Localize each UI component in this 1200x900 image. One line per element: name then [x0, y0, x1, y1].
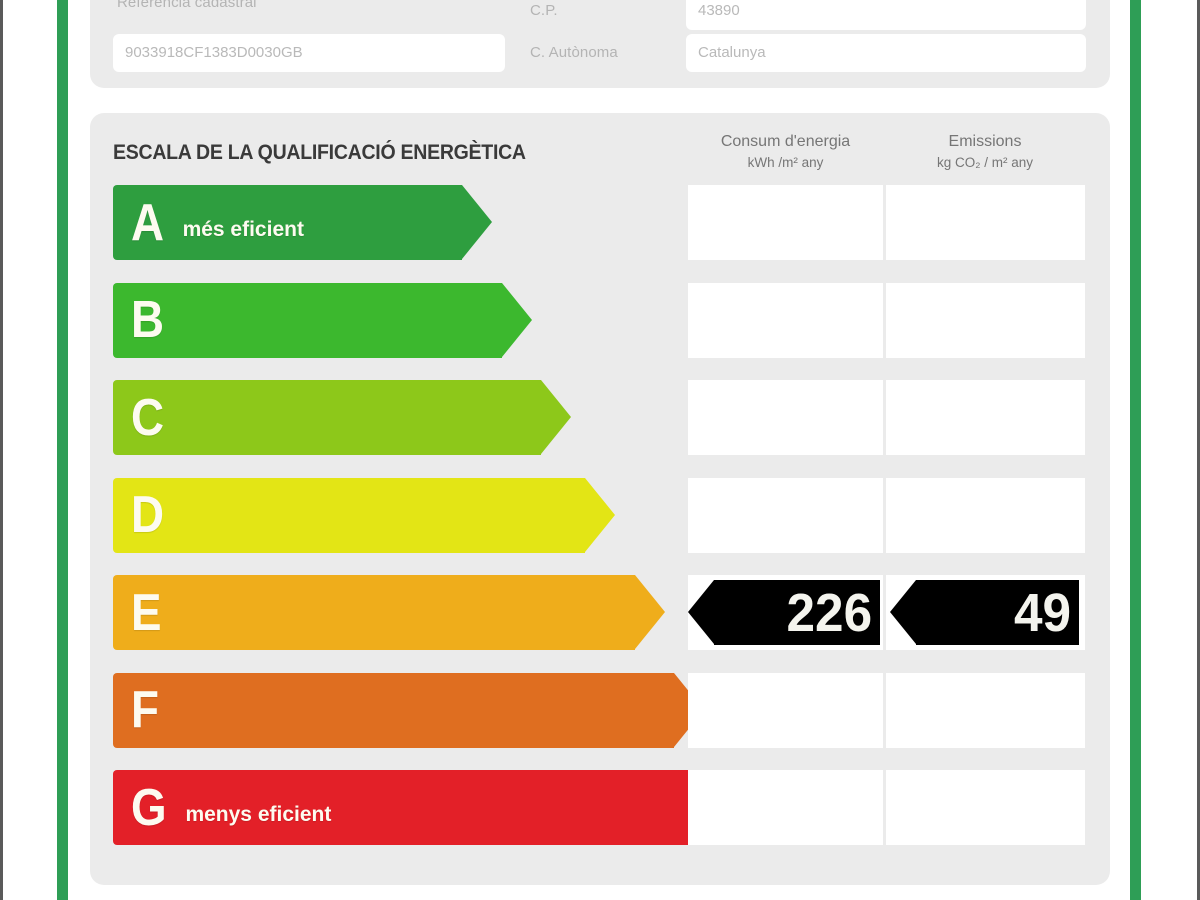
consum-cell — [688, 380, 883, 455]
column-header-emissions-title: Emissions — [948, 133, 1022, 150]
energy-band-letter: C — [131, 388, 165, 447]
column-header-emissions-units: kg CO₂ / m² any — [936, 155, 1033, 171]
column-header-consum-units: kWh /m² any — [747, 155, 824, 171]
column-header-consum: Consum d'energia kWh /m² any — [688, 130, 883, 173]
codi-postal-field[interactable]: 43890 — [686, 0, 1086, 30]
consum-cell — [688, 477, 883, 553]
energy-band-row: B — [90, 282, 1110, 358]
energy-band-row: C — [90, 380, 1110, 455]
emissions-cell — [886, 477, 1085, 553]
emissions-cell — [886, 770, 1085, 845]
consum-cell — [688, 282, 883, 358]
energy-band-letter: E — [131, 583, 162, 642]
energy-band-row: F — [90, 672, 1110, 748]
energy-band-e: E — [113, 575, 665, 650]
emissions-value-marker: 49 — [890, 580, 1079, 645]
content-column: Referència cadastral C.P. 43890 9033918C… — [90, 0, 1110, 900]
emissions-cell — [886, 282, 1085, 358]
energy-band-letter: D — [131, 486, 165, 544]
energy-band-letter: B — [131, 291, 165, 349]
consum-value: 226 — [786, 582, 872, 643]
consum-value-marker: 226 — [688, 580, 880, 645]
emissions-cell — [886, 380, 1085, 455]
energy-band-f: F — [113, 672, 704, 748]
consum-cell — [688, 185, 883, 260]
energy-band-note: menys eficient — [185, 802, 332, 826]
green-rule-left — [57, 0, 68, 900]
energy-band-note: més eficient — [182, 217, 304, 241]
energy-band-letter: G — [131, 778, 167, 837]
referencia-cadastral-field[interactable]: 9033918CF1383D0030GB — [113, 34, 505, 72]
column-header-consum-title: Consum d'energia — [720, 133, 851, 150]
energy-band-c: C — [113, 380, 571, 455]
consum-cell: 226 — [688, 575, 883, 650]
consum-cell — [688, 672, 883, 748]
energy-band-letter: A — [131, 193, 165, 252]
referencia-cadastral-label: Referència cadastral — [117, 0, 257, 11]
identification-panel: Referència cadastral C.P. 43890 9033918C… — [90, 0, 1110, 88]
comunitat-autonoma-label: C. Autònoma — [530, 44, 618, 61]
column-header-emissions: Emissions kg CO₂ / m² any — [885, 130, 1085, 173]
energy-band-row: D — [90, 477, 1110, 553]
comunitat-autonoma-field[interactable]: Catalunya — [686, 34, 1086, 72]
energy-band-letter: F — [131, 681, 159, 739]
energy-band-d: D — [113, 477, 615, 553]
page-border-left — [0, 0, 3, 900]
energy-scale-panel: ESCALA DE LA QUALIFICACIÓ ENERGÈTICA Con… — [90, 113, 1110, 885]
identification-row-1: Referència cadastral C.P. 43890 — [90, 0, 1110, 30]
energy-band-row: E 226 49 — [90, 575, 1110, 650]
emissions-cell — [886, 185, 1085, 260]
energy-band-b: B — [113, 282, 532, 358]
emissions-cell: 49 — [886, 575, 1085, 650]
codi-postal-label: C.P. — [530, 2, 558, 19]
green-rule-right — [1130, 0, 1141, 900]
identification-row-2: 9033918CF1383D0030GB C. Autònoma Catalun… — [90, 34, 1110, 72]
consum-cell — [688, 770, 883, 845]
emissions-value: 49 — [1013, 582, 1071, 643]
page-border-right — [1197, 0, 1200, 900]
scale-title: ESCALA DE LA QUALIFICACIÓ ENERGÈTICA — [113, 141, 526, 164]
emissions-cell — [886, 672, 1085, 748]
